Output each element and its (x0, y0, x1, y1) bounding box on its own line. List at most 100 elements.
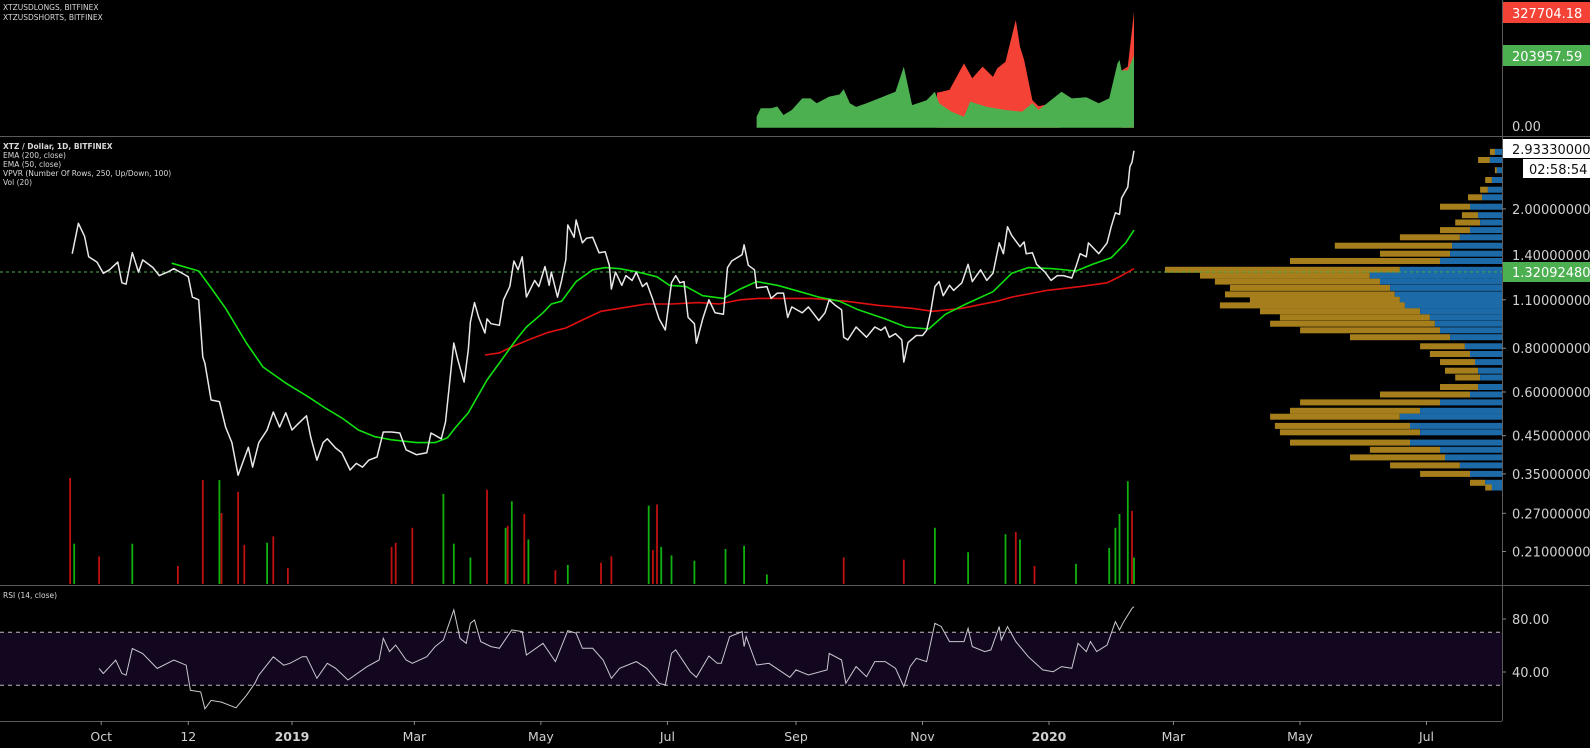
vpvr-down-bar (1485, 484, 1492, 491)
rsi-pane[interactable]: 80.00 40.00 (0, 606, 1549, 710)
vpvr-up-bar (1489, 157, 1502, 163)
time-tick-label: Sep (784, 729, 808, 744)
price-line-value: 1.32092480 (1512, 266, 1590, 281)
vpvr-up-bar (1440, 327, 1502, 334)
legend-rsi[interactable]: RSI (14, close) (3, 591, 57, 600)
volume-bar (842, 557, 845, 584)
legend-symbol[interactable]: XTZ / Dollar, 1D, BITFINEX (3, 142, 113, 151)
vpvr-up-bar (1399, 266, 1502, 273)
vpvr-up-bar (1410, 422, 1502, 429)
volume-bar (652, 550, 654, 584)
vpvr-up-bar (1369, 272, 1502, 279)
volume-bar (131, 543, 134, 584)
vpvr-down-bar (1455, 219, 1481, 226)
vpvr-up-bar (1459, 234, 1502, 241)
vpvr-up-bar (1491, 177, 1502, 183)
legend-vpvr[interactable]: VPVR (Number Of Rows, 250, Up/Down, 100) (3, 169, 171, 178)
vpvr-down-bar (1350, 454, 1445, 461)
vpvr-down-bar (1380, 250, 1451, 257)
vpvr-down-bar (1480, 186, 1488, 193)
axis-tick-label: 40.00 (1512, 666, 1549, 681)
volume-bar (218, 480, 221, 584)
volume-bar (1019, 539, 1021, 584)
vpvr-down-bar (1380, 391, 1470, 398)
vpvr-up-bar (1496, 167, 1502, 174)
vpvr-down-bar (1290, 407, 1421, 414)
volume-bar (243, 544, 246, 584)
volume-bar (934, 527, 936, 584)
axis-tick-label: 1.10000000 (1512, 294, 1590, 309)
vpvr-down-bar (1494, 167, 1497, 174)
volume-bar (287, 568, 289, 584)
bar-countdown: 02:58:54 (1529, 163, 1587, 178)
axis-tick-label: 2.00000000 (1512, 203, 1590, 218)
volume-bar (506, 525, 509, 584)
vpvr-down-bar (1279, 314, 1430, 321)
vpvr-down-bar (1461, 212, 1479, 219)
time-tick-label: May (1287, 729, 1313, 744)
axis-tick-label: 0.60000000 (1512, 386, 1590, 401)
axis-tick-label: 0.45000000 (1512, 430, 1590, 445)
vpvr-up-bar (1482, 194, 1502, 201)
vpvr-down-bar (1468, 194, 1483, 201)
volume-bar (967, 552, 969, 584)
volume-bar (201, 480, 204, 584)
vpvr-profile (1165, 148, 1503, 491)
longs-shorts-pane[interactable]: 0.00 (756, 12, 1541, 135)
vpvr-down-bar (1399, 234, 1460, 241)
time-tick-label: 2019 (275, 729, 310, 744)
vpvr-up-bar (1470, 227, 1502, 234)
volume-bar (1118, 514, 1121, 584)
legend-ema200[interactable]: EMA (200, close) (3, 151, 66, 160)
vpvr-down-bar (1270, 413, 1400, 420)
volume-bar (452, 543, 455, 584)
vpvr-down-bar (1455, 374, 1481, 381)
ema50-line (171, 229, 1135, 444)
volume-bar (656, 504, 658, 584)
legend-shorts[interactable]: XTZUSDSHORTS, BITFINEX (3, 13, 103, 22)
vpvr-down-bar (1270, 320, 1435, 327)
volume-bar (266, 542, 268, 584)
axis-tick-label: 0.00 (1512, 120, 1541, 135)
ema200-line (484, 268, 1135, 356)
vpvr-down-bar (1429, 351, 1470, 357)
vpvr-up-bar (1390, 284, 1502, 291)
last-price-badge (1503, 139, 1590, 158)
vpvr-down-bar (1274, 422, 1410, 429)
vpvr-up-bar (1478, 384, 1502, 390)
axis-tick-label: 0.21000000 (1512, 546, 1590, 561)
volume-bar (394, 542, 397, 584)
volume-bar (527, 539, 530, 584)
vpvr-up-bar (1475, 359, 1502, 366)
volume-bar (647, 505, 650, 584)
volume-bar (566, 564, 569, 584)
vpvr-down-bar (1390, 462, 1460, 469)
vpvr-down-bar (1290, 258, 1440, 264)
axis-tick-label: 0.27000000 (1512, 507, 1590, 522)
legend-ema50[interactable]: EMA (50, close) (3, 160, 61, 169)
time-tick-label: Mar (403, 729, 427, 744)
axis-tick-label: 80.00 (1512, 613, 1549, 628)
volume-bar (766, 574, 768, 584)
vpvr-up-bar (1420, 429, 1502, 436)
vpvr-down-bar (1200, 272, 1370, 279)
vpvr-up-bar (1464, 343, 1502, 350)
vpvr-up-bar (1440, 399, 1502, 406)
vpvr-up-bar (1478, 367, 1502, 374)
vpvr-up-bar (1410, 439, 1502, 446)
price-pane[interactable] (0, 150, 1502, 476)
vpvr-down-bar (1440, 384, 1479, 390)
vpvr-down-bar (1219, 302, 1405, 309)
vpvr-down-bar (1489, 148, 1495, 155)
time-tick-label: Mar (1162, 729, 1186, 744)
legend-volume[interactable]: Vol (20) (3, 178, 32, 187)
legend-longs[interactable]: XTZUSDLONGS, BITFINEX (3, 3, 98, 12)
vpvr-down-bar (1420, 343, 1465, 350)
vpvr-up-bar (1485, 479, 1503, 486)
time-axis[interactable]: Oct 12 2019 Mar May Jul Sep Nov 2020 Mar May Jul (90, 721, 1434, 744)
countdown-badge (1523, 159, 1590, 178)
price-line (71, 150, 1135, 476)
price-axis[interactable]: 2.00000000 1.40000000 1.10000000 0.80000000… (1502, 203, 1590, 561)
axis-tick-label: 1.40000000 (1512, 249, 1590, 264)
